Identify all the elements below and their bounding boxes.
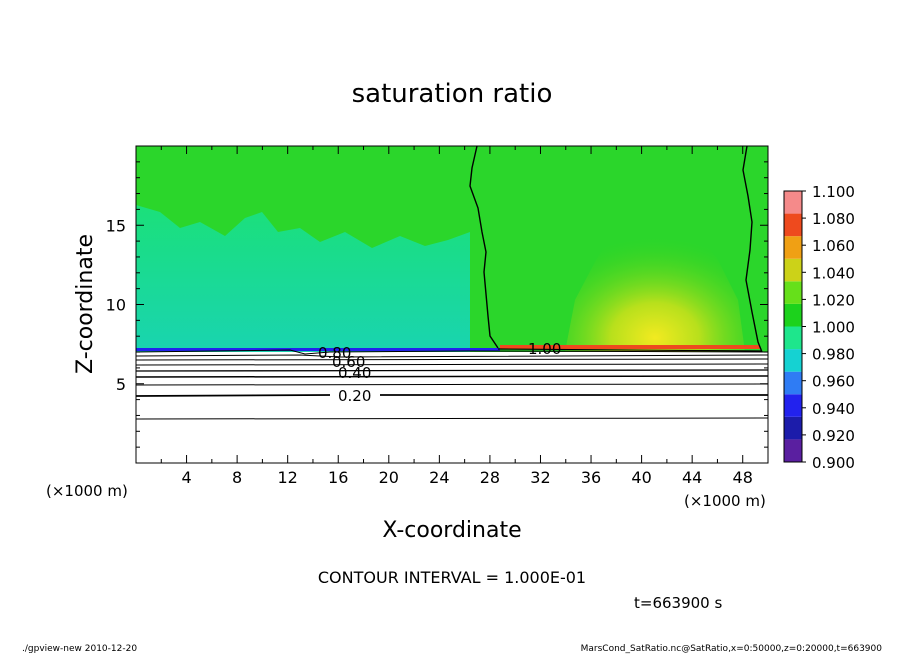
x-axis-title: X-coordinate (382, 518, 521, 543)
contour-1-00-surface (497, 348, 763, 352)
contour-label: 0.80 (318, 344, 351, 362)
contour-1-00-right (742, 146, 763, 353)
colorbar-swatch (784, 371, 802, 395)
y-axis-title: Z-coordinate (73, 234, 98, 374)
contour-0-70 (136, 358, 768, 361)
contour-0-10 (136, 417, 768, 420)
contour-label: 0.40 (338, 364, 371, 382)
y-unit-label: (×1000 m) (684, 492, 766, 510)
colorbar-label: 1.020 (812, 291, 855, 309)
x-tick-label: 44 (682, 468, 702, 487)
colorbar-swatch (784, 236, 802, 259)
colorbar-label: 1.060 (812, 237, 855, 255)
footer-left: ./gpview-new 2010-12-20 (22, 644, 137, 654)
colorbar: 0.900 0.920 0.940 0.960 0.980 1.000 1.020 1.040… (783, 183, 855, 472)
x-unit-label: (×1000 m) (46, 482, 128, 500)
footer-right: MarsCond_SatRatio.nc@SatRatio,x=0:50000,… (581, 644, 883, 654)
chart-title: saturation ratio (352, 79, 553, 109)
colorbar-label: 1.100 (812, 183, 855, 201)
time-label: t=663900 s (634, 594, 722, 612)
colorbar-swatch (784, 281, 802, 304)
x-tick-label: 32 (530, 468, 550, 487)
warm-plume-region (565, 210, 745, 352)
contour-0-40 (136, 375, 768, 378)
x-tick-label: 20 (379, 468, 399, 487)
colorbar-swatch (784, 326, 802, 350)
colorbar-swatch (784, 349, 802, 372)
colorbar-swatch (784, 191, 802, 214)
colorbar-swatch (784, 213, 802, 237)
x-axis: 4 8 12 16 20 24 28 32 36 40 44 48 (160, 146, 753, 487)
contour-label: 0.60 (332, 353, 365, 371)
contour-0-50 (136, 369, 768, 372)
contour-label: 1.00 (528, 340, 561, 358)
contour-0-80 (136, 354, 768, 358)
surface-supersaturation-band (500, 345, 760, 349)
x-tick-label: 16 (328, 468, 348, 487)
x-tick-label: 28 (480, 468, 500, 487)
contour-label-group: 0.20 0.40 0.60 0.80 1.00 (318, 340, 561, 405)
contour-1-00-left (469, 146, 499, 349)
colorbar-label: 0.900 (812, 454, 855, 472)
y-tick-label: 15 (106, 216, 126, 235)
colorbar-label: 0.980 (812, 346, 855, 364)
x-tick-label: 8 (232, 468, 242, 487)
colorbar-label: 0.920 (812, 427, 855, 445)
colorbar-label: 0.940 (812, 400, 855, 418)
y-tick-label: 10 (106, 296, 126, 315)
contour-0-60 (136, 363, 768, 366)
x-tick-label: 40 (631, 468, 651, 487)
contour-0-90 (136, 349, 768, 355)
colorbar-swatch (784, 258, 802, 282)
x-tick-label: 12 (278, 468, 298, 487)
colorbar-swatch (784, 416, 802, 440)
colorbar-label: 1.000 (812, 319, 855, 337)
left-subsaturated-region (136, 205, 470, 352)
colorbar-label: 1.040 (812, 264, 855, 282)
colorbar-label: 1.080 (812, 210, 855, 228)
colorbar-swatch (784, 439, 802, 462)
x-tick-label: 24 (429, 468, 449, 487)
contour-0-30 (136, 383, 768, 386)
contour-0-20 (136, 394, 768, 397)
colorbar-label: 0.960 (812, 373, 855, 391)
plot-area (136, 146, 768, 463)
contour-lines (136, 146, 768, 420)
x-tick-label: 4 (181, 468, 191, 487)
x-tick-label: 36 (581, 468, 601, 487)
y-axis: 5 10 15 (106, 161, 768, 448)
surface-subsaturation-band (136, 348, 500, 351)
y-tick-label: 5 (116, 375, 126, 394)
colorbar-swatch (784, 394, 802, 417)
contour-label: 0.20 (338, 387, 371, 405)
contour-interval-note: CONTOUR INTERVAL = 1.000E-01 (318, 568, 586, 587)
colorbar-swatch (784, 303, 802, 327)
x-tick-label: 48 (733, 468, 753, 487)
